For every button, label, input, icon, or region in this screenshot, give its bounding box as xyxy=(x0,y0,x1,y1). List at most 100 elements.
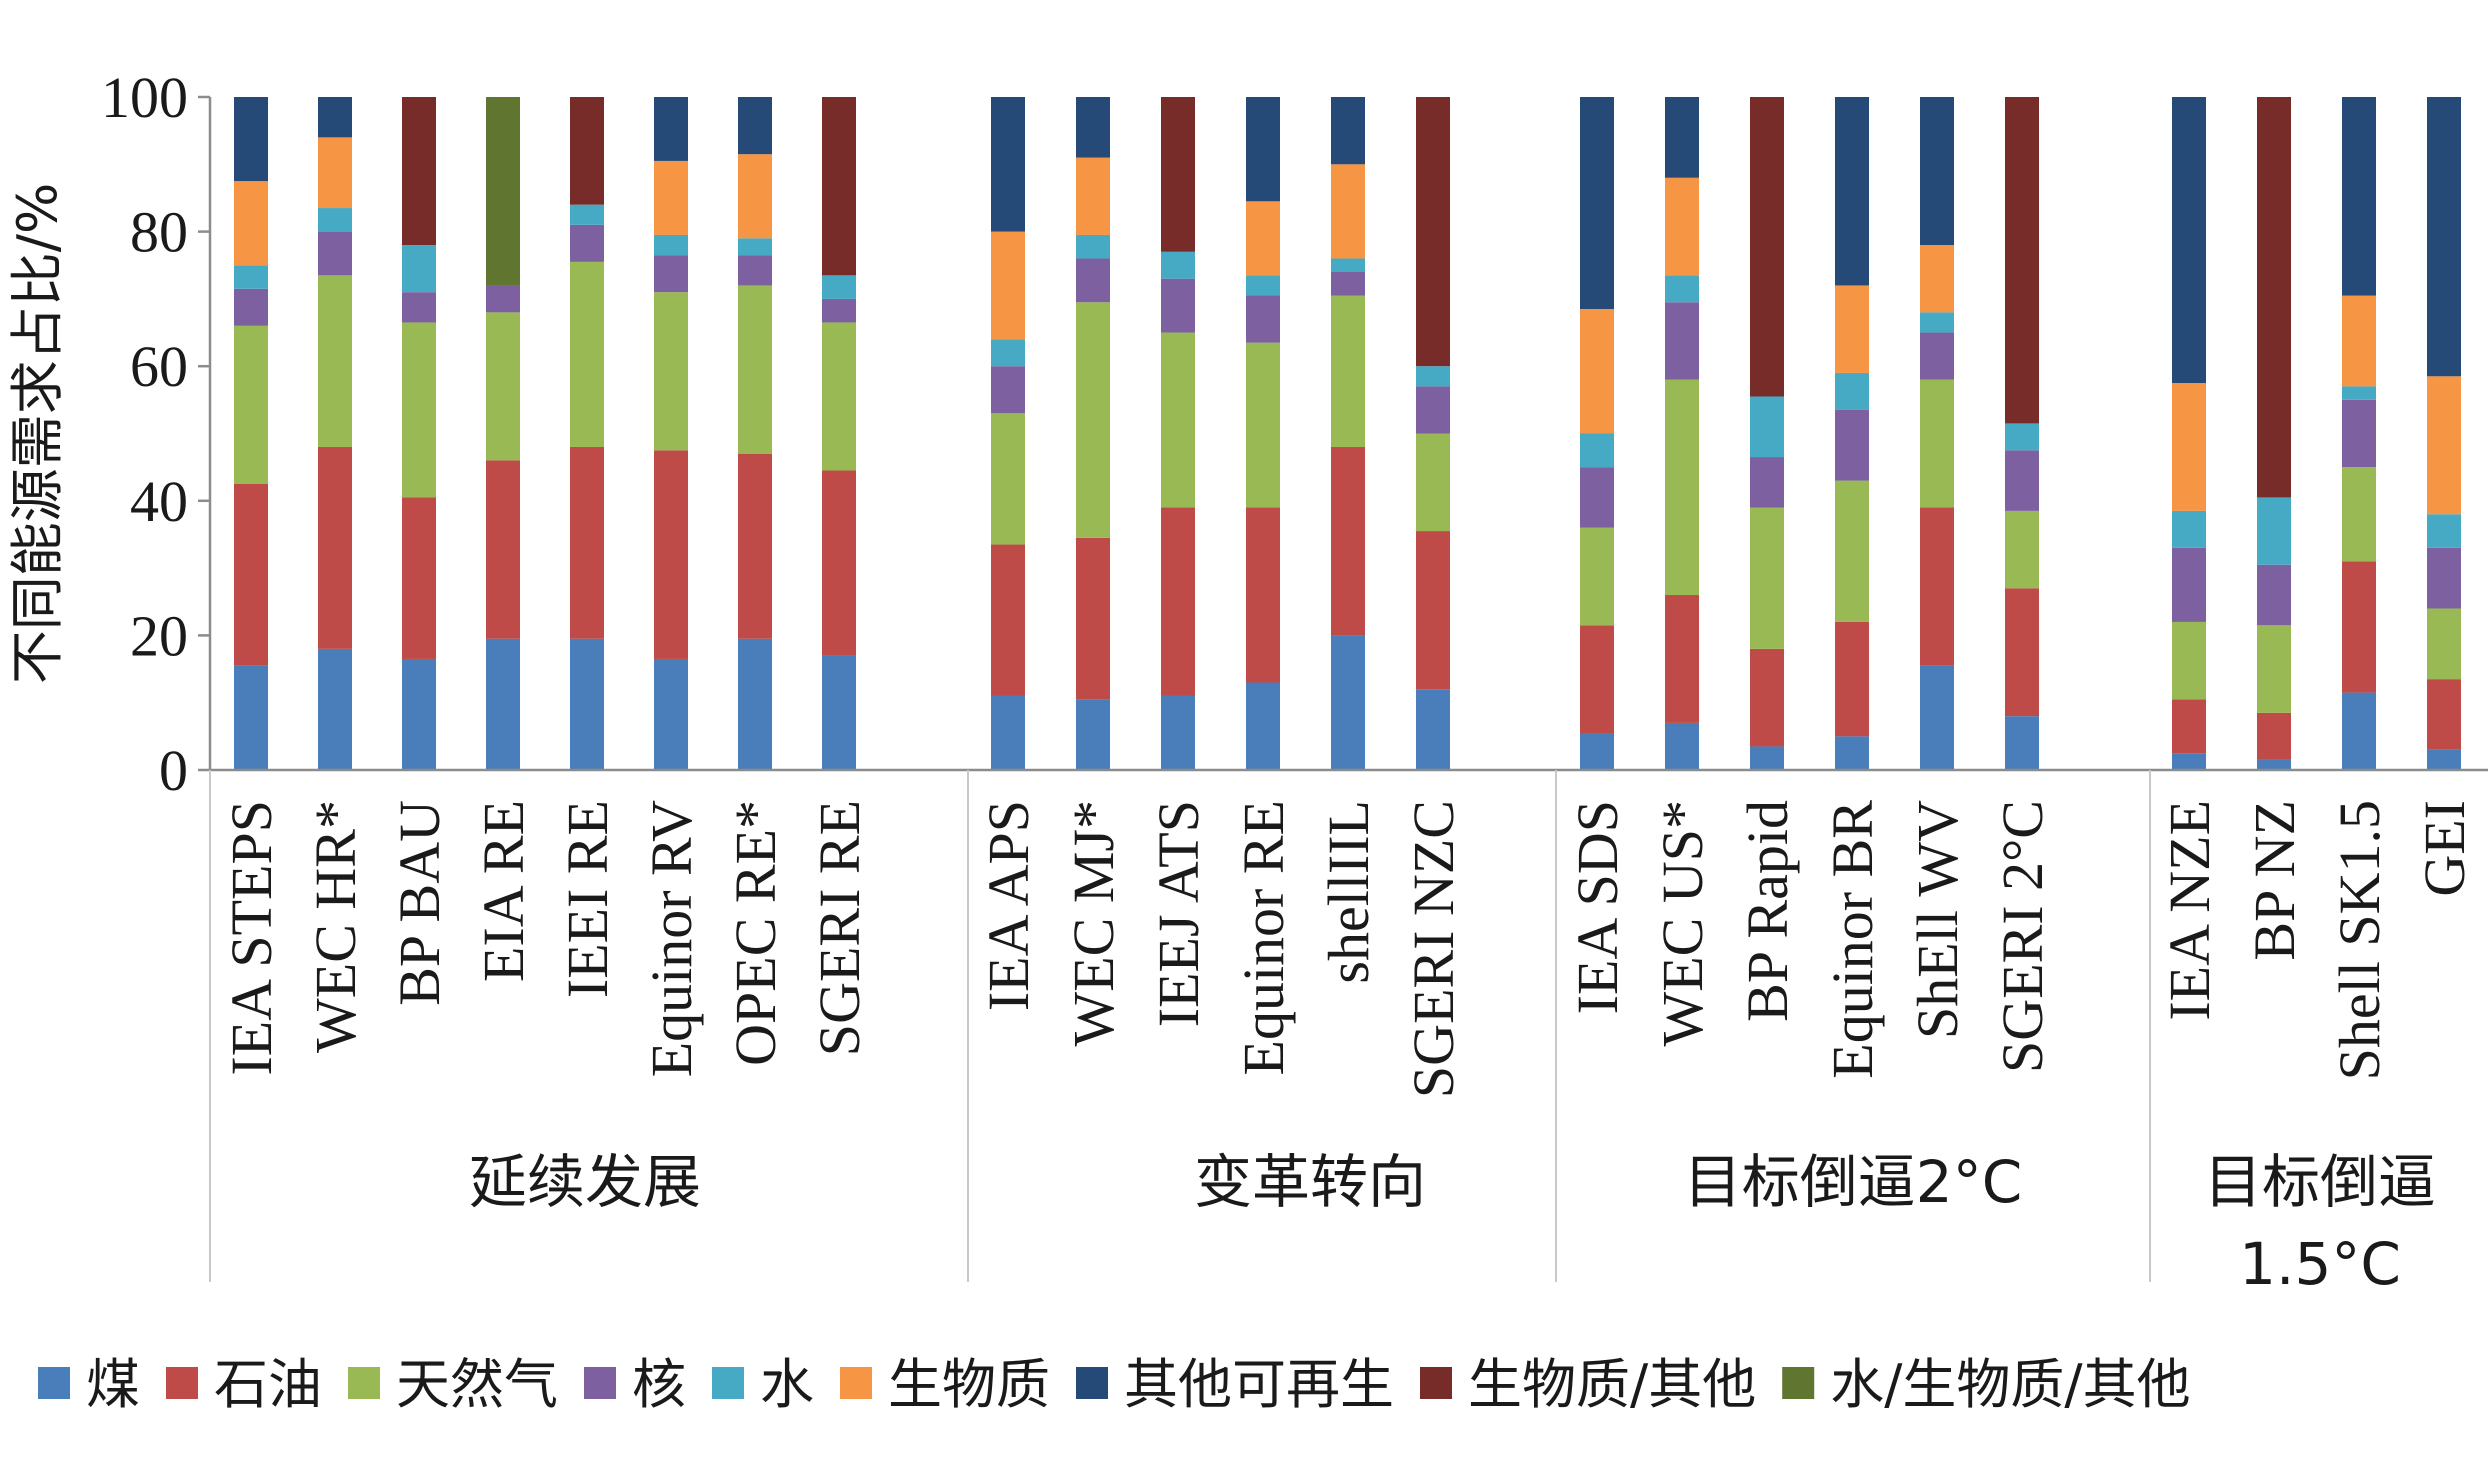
bar-segment xyxy=(1920,245,1954,313)
bar-segment xyxy=(402,245,436,293)
bar-segment xyxy=(1076,258,1110,303)
legend-swatch xyxy=(348,1367,380,1399)
bar-segment xyxy=(402,658,436,770)
bar-segment xyxy=(1246,342,1280,508)
group-label: 延续发展 xyxy=(469,1148,701,1216)
y-tick-label: 100 xyxy=(101,65,188,130)
bar-stack xyxy=(1835,97,1869,770)
bar-segment xyxy=(318,97,352,138)
bar-segment xyxy=(991,97,1025,232)
bar-segment xyxy=(1076,234,1110,259)
bar-segment xyxy=(991,695,1025,770)
y-tick-label: 20 xyxy=(130,603,188,668)
bar-segment xyxy=(738,453,772,639)
bar-stack xyxy=(2172,97,2206,770)
bar-segment xyxy=(2257,759,2291,770)
bar-segment xyxy=(1920,507,1954,666)
bar-segment xyxy=(1246,97,1280,202)
bar-segment xyxy=(1331,271,1365,296)
bar-stack xyxy=(1246,97,1280,770)
legend-label: 生物质/其他 xyxy=(1468,1353,1756,1416)
category-label: SGERI RE xyxy=(807,800,872,1056)
legend-item: 水/生物质/其他 xyxy=(1782,1353,2191,1416)
bar-segment xyxy=(2005,97,2039,424)
bar-segment xyxy=(1835,621,1869,737)
bar-segment xyxy=(1246,295,1280,343)
bar-segment xyxy=(2342,467,2376,562)
category-label: ShEll WV xyxy=(1905,800,1970,1039)
legend-item: 石油 xyxy=(166,1353,322,1416)
bar-stack xyxy=(1076,97,1110,770)
legend-swatch xyxy=(840,1367,872,1399)
bar-segment xyxy=(1665,379,1699,596)
bar-segment xyxy=(2427,749,2461,770)
category-label: shellIIL xyxy=(1316,800,1381,984)
category-label: BP NZ xyxy=(2242,800,2307,961)
bar-segment xyxy=(991,544,1025,696)
bar-segment xyxy=(822,97,856,276)
bar-segment xyxy=(1076,537,1110,700)
category-label: OPEC RE* xyxy=(723,800,788,1066)
bar-segment xyxy=(1580,527,1614,626)
legend-swatch xyxy=(1076,1367,1108,1399)
legend-label: 煤 xyxy=(86,1353,140,1416)
bar-segment xyxy=(1665,275,1699,303)
bar-segment xyxy=(1835,97,1869,286)
category-label: IEA APS xyxy=(976,800,1041,1011)
bar-segment xyxy=(402,497,436,659)
bar-stack xyxy=(991,97,1025,770)
bar-stack xyxy=(486,97,520,770)
bar-segment xyxy=(2172,547,2206,622)
bar-segment xyxy=(2005,510,2039,589)
bar-segment xyxy=(991,413,1025,545)
bar-segment xyxy=(2172,621,2206,700)
bar-segment xyxy=(1246,507,1280,683)
axis-layer xyxy=(198,95,2488,1282)
category-label: IEA SDS xyxy=(1565,800,1630,1014)
bar-stack xyxy=(318,97,352,770)
bar-segment xyxy=(822,298,856,323)
bar-segment xyxy=(318,275,352,447)
bar-segment xyxy=(2342,561,2376,693)
legend-label: 水 xyxy=(760,1353,814,1416)
category-label: BP BAU xyxy=(387,800,452,1006)
category-label: IEA STEPS xyxy=(219,800,284,1076)
bar-segment xyxy=(1416,531,1450,690)
bar-segment xyxy=(1331,258,1365,272)
bar-segment xyxy=(1835,372,1869,410)
bar-segment xyxy=(1161,97,1195,252)
bar-segment xyxy=(1665,97,1699,178)
bar-segment xyxy=(1750,507,1784,649)
legend-label: 天然气 xyxy=(396,1353,558,1416)
bar-segment xyxy=(2172,699,2206,754)
legend-item: 核 xyxy=(584,1353,686,1416)
bar-segment xyxy=(991,231,1025,340)
category-label: Equinor BR xyxy=(1820,800,1885,1079)
bar-segment xyxy=(1920,312,1954,333)
bar-stack xyxy=(1580,97,1614,770)
bar-segment xyxy=(991,339,1025,367)
bar-segment xyxy=(1161,278,1195,333)
bar-segment xyxy=(1331,446,1365,636)
bar-segment xyxy=(1246,275,1280,296)
legend-item: 水 xyxy=(712,1353,814,1416)
bar-segment xyxy=(1416,689,1450,770)
bar-segment xyxy=(318,648,352,770)
legend-item: 煤 xyxy=(38,1353,140,1416)
bar-segment xyxy=(402,97,436,246)
category-label: IEEJ ATS xyxy=(1146,800,1211,1027)
y-tick-label: 0 xyxy=(159,738,188,803)
legend-swatch xyxy=(1782,1367,1815,1399)
y-tick-label: 80 xyxy=(130,200,188,265)
bar-segment xyxy=(2342,692,2376,770)
bar-stack xyxy=(570,97,604,770)
bar-segment xyxy=(1580,732,1614,770)
bar-segment xyxy=(2172,510,2206,548)
bar-segment xyxy=(991,366,1025,414)
bar-segment xyxy=(1750,746,1784,770)
bar-segment xyxy=(486,638,520,770)
bar-stack xyxy=(2005,97,2039,770)
bar-segment xyxy=(1920,97,1954,246)
bar-stack xyxy=(1161,97,1195,770)
bar-segment xyxy=(738,154,772,239)
